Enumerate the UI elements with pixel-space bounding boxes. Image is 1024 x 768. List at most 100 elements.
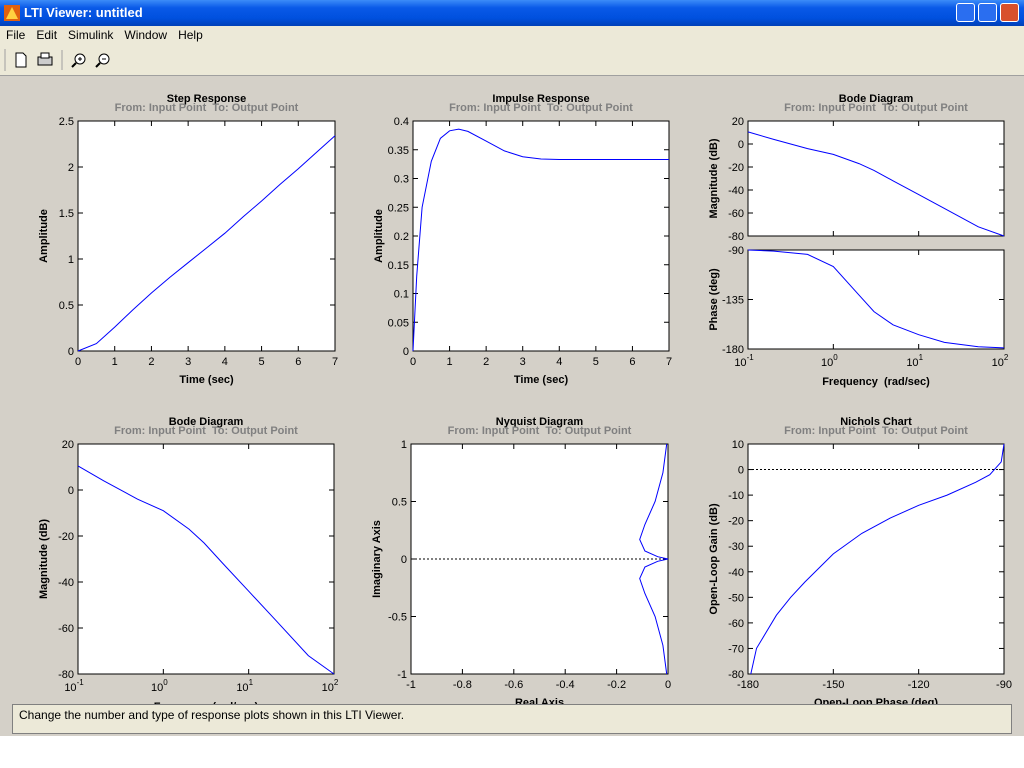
y-axis-label: Amplitude [373, 209, 385, 263]
y-tick-label: 0.2 [394, 231, 409, 243]
x-tick-label: 102 [322, 678, 339, 694]
x-tick-label: 0 [665, 679, 671, 691]
x-tick-label: 2 [148, 356, 154, 368]
y-tick-label: 0.4 [394, 116, 409, 128]
y-tick-label: -60 [58, 623, 74, 635]
y-tick-label: -80 [728, 231, 744, 243]
y-tick-label: 0.1 [394, 289, 409, 301]
y-tick-label: -30 [728, 541, 744, 553]
chart-subtitle: From: Input Point To: Output Point [449, 102, 633, 114]
menu-item[interactable]: Window [124, 28, 168, 42]
x-tick-label: 10-1 [64, 678, 84, 694]
axes-background [77, 443, 335, 675]
x-tick-exponent: 2 [1004, 353, 1009, 362]
chart-subtitle: From: Input Point To: Output Point [784, 425, 968, 437]
x-tick-label: -0.6 [504, 679, 523, 691]
axes-background [747, 249, 1005, 350]
x-tick-exponent: 1 [919, 353, 924, 362]
x-tick-label: 1 [112, 356, 118, 368]
y-tick-label: 0 [68, 346, 74, 358]
y-tick-label: -1 [397, 669, 407, 681]
menu-item[interactable]: File [6, 28, 26, 42]
response-curve [639, 443, 669, 675]
maximize-button[interactable] [978, 3, 997, 22]
y-tick-label: -90 [728, 245, 744, 257]
y-tick-label: 1 [401, 439, 407, 451]
y-axis-label: Open-Loop Gain (dB) [708, 503, 720, 615]
response-curve [412, 128, 669, 352]
new-button[interactable] [15, 52, 27, 68]
y-axis-label: Magnitude (dB) [708, 138, 720, 218]
x-tick-label: 10-1 [734, 353, 754, 369]
x-tick-label: 7 [332, 356, 338, 368]
zoom-out-button[interactable] [95, 53, 110, 68]
y-tick-label: -80 [58, 669, 74, 681]
x-tick-label: 4 [222, 356, 228, 368]
y-tick-label: 0.25 [388, 202, 409, 214]
x-tick-label: 3 [185, 356, 191, 368]
y-tick-label: 0.15 [388, 260, 409, 272]
x-tick-label: -0.4 [556, 679, 575, 691]
print-button[interactable] [37, 52, 53, 66]
x-axis-label: Time (sec) [179, 374, 234, 386]
x-tick-label: -180 [737, 679, 759, 691]
status-bar: Change the number and type of response p… [12, 704, 1012, 734]
y-tick-label: 0.35 [388, 145, 409, 157]
response-curve [747, 249, 1005, 349]
minimize-button[interactable] [956, 3, 975, 22]
x-tick-label: -150 [822, 679, 844, 691]
chart-title: Nichols Chart [840, 416, 912, 428]
y-tick-label: -180 [722, 344, 744, 356]
y-tick-label: -80 [728, 669, 744, 681]
zoom-in-button[interactable] [71, 53, 86, 68]
y-axis-label: Phase (deg) [708, 268, 720, 331]
x-axis-label: Time (sec) [514, 374, 569, 386]
x-tick-label: 5 [259, 356, 265, 368]
y-axis-label: Magnitude (dB) [38, 519, 50, 599]
menu-item[interactable]: Edit [36, 28, 58, 42]
y-tick-label: -50 [728, 592, 744, 604]
close-button[interactable] [1000, 3, 1019, 22]
x-tick-exponent: 0 [833, 353, 838, 362]
y-tick-label: 20 [732, 116, 744, 128]
response-curve [747, 131, 1005, 237]
y-tick-label: 20 [62, 439, 74, 451]
y-tick-label: -20 [58, 531, 74, 543]
y-tick-label: -40 [58, 577, 74, 589]
app-icon [4, 5, 20, 21]
axes-background [747, 120, 1005, 237]
x-tick-label: -120 [908, 679, 930, 691]
x-tick-label: 102 [992, 353, 1009, 369]
y-tick-label: -20 [728, 162, 744, 174]
x-tick-label: -0.2 [607, 679, 626, 691]
y-tick-label: 2.5 [59, 116, 74, 128]
chart-title: Step Response [167, 93, 246, 105]
chart-title: Bode Diagram [839, 93, 914, 105]
y-tick-label: -70 [728, 643, 744, 655]
chart-subtitle: From: Input Point To: Output Point [115, 102, 299, 114]
x-tick-label: -1 [406, 679, 416, 691]
y-tick-label: -60 [728, 208, 744, 220]
x-tick-base: 10 [992, 357, 1004, 369]
x-axis-label: Frequency (rad/sec) [822, 376, 930, 388]
menu-item[interactable]: Simulink [68, 28, 114, 42]
toolbar-icons [4, 49, 110, 71]
y-tick-label: 0 [68, 485, 74, 497]
y-tick-label: 0.3 [394, 174, 409, 186]
chart-title: Bode Diagram [169, 416, 244, 428]
x-tick-label: 0 [410, 356, 416, 368]
x-tick-base: 10 [64, 682, 76, 694]
y-axis-label: Amplitude [38, 209, 50, 263]
response-curve [77, 465, 335, 675]
toolbar [0, 45, 1024, 76]
x-tick-label: 1 [447, 356, 453, 368]
x-tick-base: 10 [906, 357, 918, 369]
title-bar: LTI Viewer: untitled [0, 0, 1024, 26]
x-tick-label: 7 [666, 356, 672, 368]
x-tick-label: 6 [295, 356, 301, 368]
x-tick-exponent: 1 [249, 678, 254, 687]
x-tick-exponent: -1 [747, 353, 755, 362]
menu-item[interactable]: Help [178, 28, 203, 42]
axes-background [747, 443, 1005, 675]
x-tick-label: 4 [556, 356, 562, 368]
